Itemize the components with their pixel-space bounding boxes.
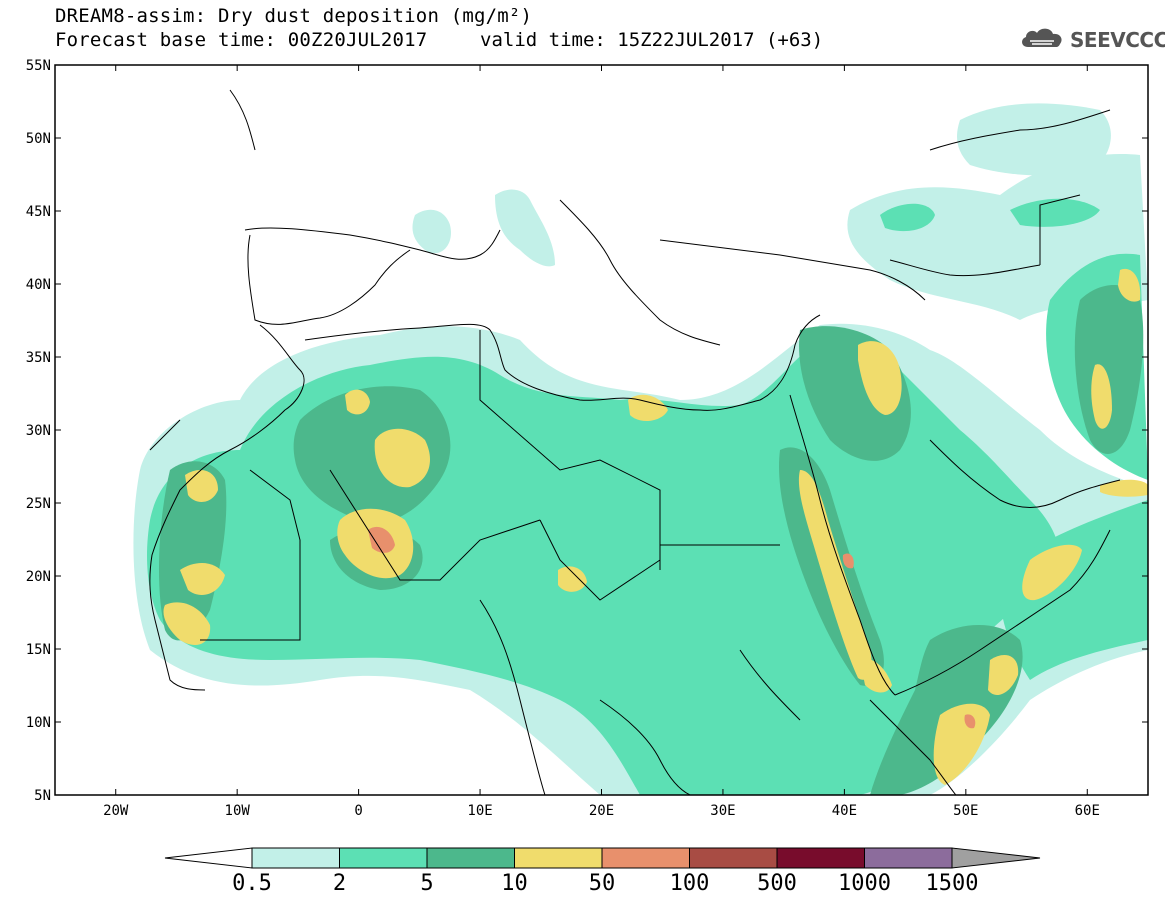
lat-tick-label: 30N	[26, 423, 51, 439]
map-title: DREAM8-assim: Dry dust deposition (mg/m²…	[55, 5, 533, 27]
colorbar-label: 1000	[838, 871, 891, 896]
colorbar-segment	[251, 847, 340, 869]
forecast-base-time: Forecast base time: 00Z20JUL2017	[55, 29, 428, 51]
lon-tick-label: 10W	[225, 803, 251, 819]
lat-tick-label: 25N	[26, 496, 51, 512]
lat-tick-label: 35N	[26, 350, 51, 366]
colorbar-label: 1500	[926, 871, 979, 896]
lat-tick-label: 45N	[26, 204, 51, 220]
lon-tick-label: 10E	[467, 803, 492, 819]
latitude-axis: 55N 50N 45N 40N 35N 30N 25N 20N 15N 10N 5N	[26, 58, 1148, 804]
colorbar-segment	[689, 847, 778, 869]
lat-tick-label: 15N	[26, 642, 51, 658]
valid-time: valid time: 15Z22JUL2017 (+63)	[480, 29, 824, 51]
colorbar-segment	[864, 847, 953, 869]
lon-tick-label: 30E	[710, 803, 735, 819]
logo-text: SEEVCCC	[1070, 28, 1165, 52]
colorbar-label: 50	[589, 871, 616, 896]
lon-tick-label: 60E	[1075, 803, 1100, 819]
lat-tick-label: 40N	[26, 277, 51, 293]
lat-tick-label: 10N	[26, 715, 51, 731]
colorbar: 0.5 2 5 10 50 100 500 1000 1500	[164, 847, 1041, 896]
colorbar-segment	[601, 847, 690, 869]
colorbar-label: 2	[333, 871, 346, 896]
colorbar-label: 0.5	[232, 871, 272, 896]
colorbar-label: 100	[670, 871, 710, 896]
lon-tick-label: 20E	[589, 803, 614, 819]
colorbar-segment	[514, 847, 603, 869]
seevccc-logo: SEEVCCC	[1018, 26, 1165, 54]
lat-tick-label: 55N	[26, 58, 51, 74]
colorbar-label: 5	[420, 871, 433, 896]
colorbar-segment	[776, 847, 865, 869]
lat-tick-label: 5N	[34, 788, 51, 804]
cloud-icon	[1018, 25, 1066, 55]
lon-tick-label: 0	[354, 803, 362, 819]
colorbar-under-triangle	[164, 847, 253, 869]
colorbar-over-triangle	[951, 847, 1041, 869]
lon-tick-label: 20W	[103, 803, 129, 819]
coastlines	[149, 89, 1121, 795]
longitude-axis: 20W 10W 0 10E 20E 30E 40E 50E 60E	[103, 65, 1100, 819]
colorbar-segment	[339, 847, 428, 869]
dust-deposition-fields	[133, 103, 1148, 795]
lon-tick-label: 50E	[953, 803, 978, 819]
lat-tick-label: 20N	[26, 569, 51, 585]
colorbar-label: 10	[501, 871, 528, 896]
lon-tick-label: 40E	[832, 803, 857, 819]
colorbar-label: 500	[757, 871, 797, 896]
colorbar-segment	[426, 847, 515, 869]
lat-tick-label: 50N	[26, 131, 51, 147]
